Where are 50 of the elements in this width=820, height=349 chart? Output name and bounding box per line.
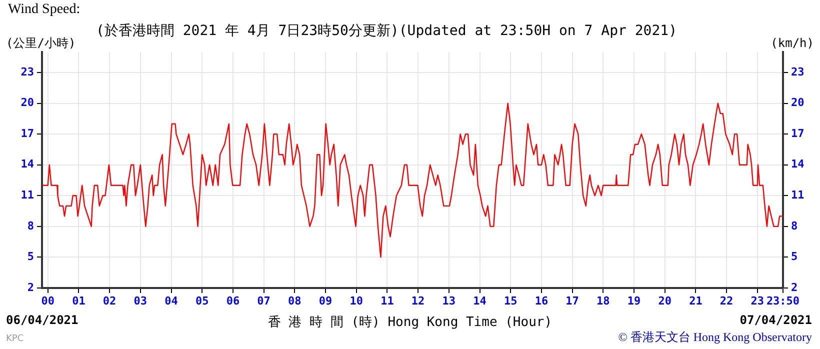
y-tick-label: 5	[27, 250, 34, 264]
x-tick-label: 11	[380, 294, 394, 308]
x-tick-label: 14	[473, 294, 487, 308]
chart-subtitle: (於香港時間 2021 年 4月 7日23時50分更新)(Updated at 23:50H on 7 Apr 2021)	[96, 22, 678, 40]
x-tick-label: 21	[689, 294, 703, 308]
x-tick-label: 06	[226, 294, 240, 308]
x-tick-label: 07	[257, 294, 270, 308]
y-tick-label: 17	[20, 126, 34, 140]
x-tick-label: 01	[72, 294, 86, 308]
x-tick-label: 09	[318, 294, 332, 308]
x-tick-label: 05	[195, 294, 209, 308]
y2-tick-label: 5	[791, 250, 798, 264]
x-tick-label: 20	[658, 294, 672, 308]
x-tick-label: 16	[534, 294, 548, 308]
y-axis-title: (公里/小時)	[6, 35, 76, 52]
x-tick-label: 23	[750, 294, 764, 308]
x-axis-title: 香 港 時 間 (時) Hong Kong Time (Hour)	[268, 315, 552, 330]
x-tick-label: 18	[596, 294, 610, 308]
y2-axis-title: (km/h)	[770, 36, 814, 50]
x-tick-label: 10	[350, 294, 363, 308]
chart-title: Wind Speed:	[8, 2, 80, 18]
y2-tick-label: 11	[791, 188, 805, 202]
y-tick-label: 20	[20, 96, 34, 110]
x-tick-label: 13	[442, 294, 456, 308]
y2-tick-label: 2	[791, 280, 798, 294]
x-tick-label: 12	[411, 294, 425, 308]
x-tick-label: 04	[164, 294, 178, 308]
x-tick-label: 23:50	[766, 294, 800, 308]
y-tick-label: 2	[27, 280, 34, 294]
x-tick-label: 08	[288, 294, 302, 308]
y2-tick-label: 14	[791, 158, 805, 171]
x-tick-label: 19	[627, 294, 641, 308]
x-tick-label: 02	[102, 294, 116, 308]
x-tick-label: 22	[720, 294, 734, 308]
y2-tick-label: 20	[791, 96, 804, 110]
text: 06/04/2021	[6, 313, 78, 327]
x-tick-label: 03	[134, 294, 148, 308]
x-tick-label: 15	[504, 294, 518, 308]
y2-tick-label: 8	[791, 219, 798, 232]
y-tick-label: 23	[20, 65, 34, 78]
x-tick-label: 00	[41, 294, 54, 308]
text: 07/04/2021	[740, 313, 812, 327]
y2-tick-label: 23	[791, 65, 804, 78]
y-tick-label: 14	[20, 158, 34, 171]
text: KPC	[6, 334, 24, 344]
x-tick-label: 17	[566, 294, 579, 308]
text: © 香港天文台 Hong Kong Observatory	[618, 329, 812, 346]
y2-tick-label: 17	[791, 126, 804, 140]
y-tick-label: 8	[27, 219, 34, 232]
y-tick-label: 11	[20, 188, 34, 202]
